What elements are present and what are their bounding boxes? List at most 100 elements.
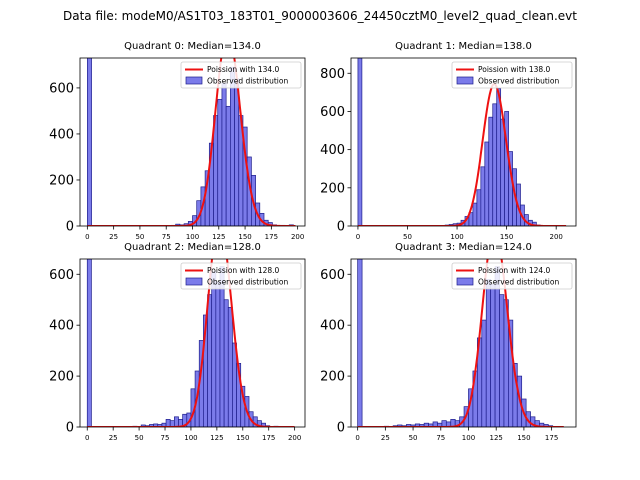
x-tick-label: 200 <box>549 233 562 241</box>
x-tick-label: 175 <box>262 434 275 442</box>
figure-suptitle: Data file: modeM0/AS1T03_183T01_90000036… <box>63 9 577 23</box>
poisson-curve <box>87 58 296 226</box>
legend-box <box>451 262 573 290</box>
legend-label-observed: Observed distribution <box>478 77 559 86</box>
x-tick-label: 150 <box>500 233 513 241</box>
x-tick-label: 175 <box>265 233 278 241</box>
axes-frame <box>350 258 577 428</box>
x-tick-label: 100 <box>450 233 463 241</box>
x-tick-label: 175 <box>545 434 558 442</box>
legend-label-poisson: Poission with 124.0 <box>478 266 551 275</box>
histogram-bar <box>225 105 231 226</box>
legend-bar-swatch <box>185 76 203 85</box>
histogram-bars <box>357 259 554 427</box>
x-tick-label: 25 <box>109 233 118 241</box>
x-tick-label: 50 <box>403 233 412 241</box>
histogram-bar <box>230 66 235 226</box>
histogram-bar <box>174 416 179 427</box>
histogram-bar <box>480 166 486 226</box>
legend-box <box>451 61 573 89</box>
y-tick-label: 400 <box>320 143 345 158</box>
histogram-bar <box>500 118 505 226</box>
quadrant-title: Quadrant 0: Median=134.0 <box>124 41 261 52</box>
poisson-curve <box>357 83 567 226</box>
legend-box <box>180 61 302 89</box>
legend-label-poisson: Poission with 134.0 <box>207 65 280 74</box>
histogram-bar <box>207 294 213 427</box>
y-tick-label: 600 <box>320 268 345 283</box>
histogram-bar <box>492 103 498 226</box>
y-tick-label: 400 <box>320 319 345 334</box>
histogram-bar <box>215 281 221 427</box>
x-tick-label: 100 <box>462 434 475 442</box>
x-tick-label: 150 <box>517 434 530 442</box>
y-tick-label: 600 <box>49 81 74 96</box>
histogram-bar <box>484 141 490 226</box>
legend-box <box>180 262 302 290</box>
x-tick-label: 100 <box>186 233 199 241</box>
y-tick-label: 0 <box>66 421 74 436</box>
histogram-bar <box>87 58 92 226</box>
histogram-bar <box>217 99 223 226</box>
x-tick-label: 150 <box>238 233 251 241</box>
histogram-bar <box>481 319 487 427</box>
histogram-bar <box>357 58 363 226</box>
quadrant-0-panel: Quadrant 0: Median=134.0 0 200 400 600 0 25 50 7… <box>49 41 306 241</box>
poisson-curve <box>87 259 295 427</box>
x-tick-label: 75 <box>436 434 445 442</box>
histogram-bar <box>494 266 500 427</box>
x-tick-label: 50 <box>409 434 418 442</box>
histogram-bar <box>261 422 266 427</box>
histogram-bar <box>221 82 227 226</box>
histogram-bar <box>227 307 233 427</box>
histogram-bar <box>219 266 225 427</box>
x-tick-label: 0 <box>356 233 360 241</box>
histogram-bar <box>165 419 171 427</box>
legend-bar-swatch <box>456 277 474 286</box>
histogram-bar <box>234 78 240 226</box>
legend: Poission with 124.0 Observed distribution <box>451 262 573 290</box>
legend-bar-swatch <box>456 76 474 85</box>
histogram-bars <box>86 259 279 427</box>
histogram-bar <box>357 259 363 427</box>
x-tick-label: 50 <box>135 233 144 241</box>
x-tick-label: 100 <box>184 434 197 442</box>
x-tick-label: 25 <box>109 434 118 442</box>
quadrant-1-panel: Quadrant 1: Median=138.0 0 200 400 600 800 0 50… <box>320 41 577 241</box>
x-tick-label: 75 <box>161 434 170 442</box>
legend-label-observed: Observed distribution <box>207 77 288 86</box>
quadrant-title: Quadrant 2: Median=128.0 <box>124 242 261 253</box>
x-tick-label: 25 <box>381 434 390 442</box>
legend: Poission with 128.0 Observed distribution <box>180 262 302 290</box>
y-tick-label: 0 <box>337 421 345 436</box>
y-tick-label: 0 <box>337 220 345 235</box>
legend-label-poisson: Poission with 128.0 <box>207 266 280 275</box>
histogram-bar <box>223 299 229 427</box>
y-tick-label: 0 <box>66 220 74 235</box>
x-tick-label: 0 <box>85 233 89 241</box>
x-tick-label: 50 <box>135 434 144 442</box>
y-tick-label: 800 <box>320 67 345 82</box>
histogram-bar <box>476 189 482 226</box>
quadrant-2-panel: Quadrant 2: Median=128.0 0 200 400 600 0 25 50 7… <box>49 242 306 442</box>
legend-label-poisson: Poission with 138.0 <box>478 65 551 74</box>
x-tick-label: 0 <box>85 434 89 442</box>
x-tick-label: 125 <box>490 434 503 442</box>
axes-frame <box>350 57 577 227</box>
quadrant-title: Quadrant 1: Median=138.0 <box>395 41 532 52</box>
x-tick-label: 0 <box>355 434 359 442</box>
histogram-bar <box>86 259 92 427</box>
quadrant-3-panel: Quadrant 3: Median=124.0 0 200 400 600 0 25 50 7… <box>320 242 577 442</box>
histogram-bar <box>488 116 494 226</box>
legend: Poission with 134.0 Observed distribution <box>180 61 302 89</box>
histogram-bar <box>496 88 502 226</box>
y-tick-label: 200 <box>320 181 345 196</box>
x-tick-label: 125 <box>212 233 225 241</box>
histogram-bar <box>472 202 478 226</box>
histogram-bar <box>499 294 505 427</box>
x-tick-label: 125 <box>210 434 223 442</box>
legend: Poission with 138.0 Observed distribution <box>451 61 573 89</box>
x-tick-label: 200 <box>291 233 304 241</box>
histogram-bar <box>485 279 492 427</box>
